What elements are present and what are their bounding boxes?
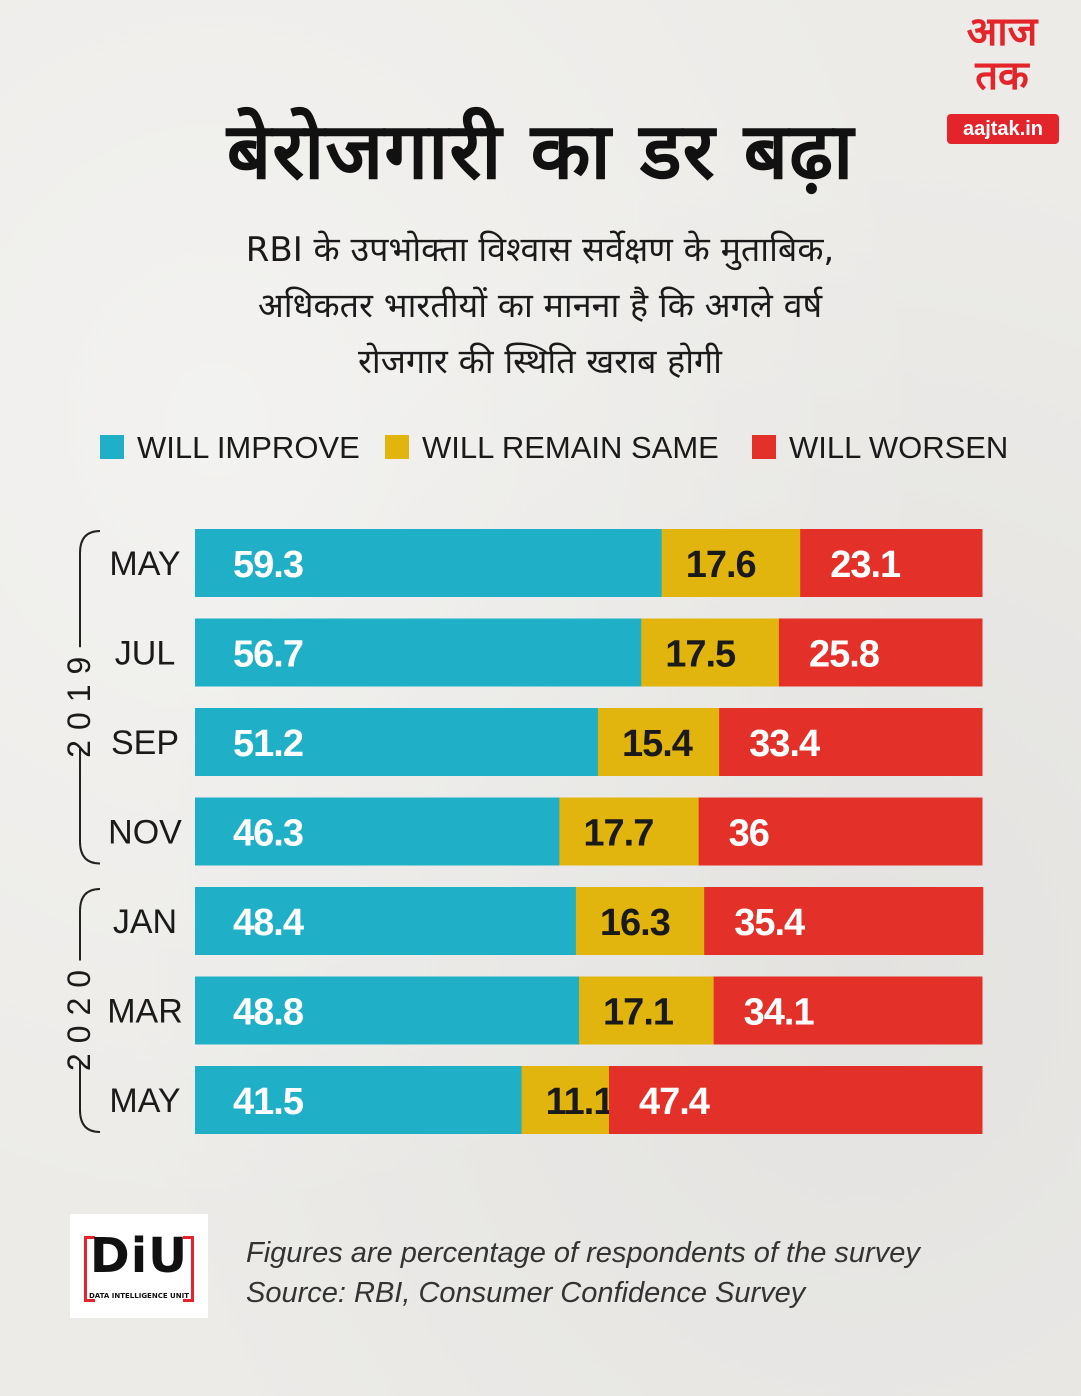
legend-item-worsen: WILL WORSEN bbox=[752, 428, 1008, 468]
subtitle-line: RBI के उपभोक्ता विश्वास सर्वेक्षण के मुत… bbox=[245, 230, 835, 270]
legend-swatch bbox=[752, 434, 776, 459]
year-bracket bbox=[79, 530, 101, 648]
footnote-source: Source: RBI, Consumer Confidence Survey bbox=[246, 1277, 806, 1309]
data-label: 47.4 bbox=[639, 1081, 710, 1123]
data-label: 17.6 bbox=[686, 544, 756, 586]
data-label: 16.3 bbox=[600, 902, 670, 944]
chart-title: बेरोजगारी का डर बढ़ा bbox=[226, 107, 855, 197]
bar-segment bbox=[713, 976, 983, 1045]
logo-line-2: तक bbox=[975, 53, 1029, 99]
diu-subtext: DATA INTELLIGENCE UNIT bbox=[89, 1292, 189, 1300]
legend-swatch bbox=[100, 434, 124, 459]
category-label: MAY bbox=[109, 1082, 180, 1120]
diu-logo: DiU DATA INTELLIGENCE UNIT bbox=[70, 1214, 208, 1318]
data-label: 36 bbox=[729, 813, 769, 855]
year-label: 2019 bbox=[61, 647, 97, 758]
data-label: 11.1 bbox=[546, 1081, 615, 1123]
diu-bracket-right bbox=[183, 1236, 194, 1302]
legend-item-same: WILL REMAIN SAME bbox=[385, 428, 719, 468]
bar-segment bbox=[778, 618, 983, 687]
bar-segment bbox=[575, 887, 705, 955]
category-label: SEP bbox=[111, 724, 179, 762]
data-label: 25.8 bbox=[809, 634, 879, 676]
data-label: 48.4 bbox=[233, 902, 304, 944]
legend: WILL IMPROVE WILL REMAIN SAME WILL WORSE… bbox=[0, 428, 1081, 468]
legend-label: WILL IMPROVE bbox=[137, 430, 360, 465]
year-bracket bbox=[79, 1060, 101, 1133]
data-label: 17.7 bbox=[583, 813, 653, 855]
data-label: 46.3 bbox=[233, 813, 303, 855]
bar-segment bbox=[608, 1066, 983, 1134]
diu-bracket-left bbox=[84, 1236, 95, 1302]
year-bracket bbox=[79, 747, 101, 865]
bar-segment bbox=[719, 708, 983, 776]
bar-segment bbox=[195, 708, 599, 776]
diu-text: DiU bbox=[89, 1228, 189, 1284]
subtitle-line: अधिकतर भारतीयों का मानना है कि अगले वर्ष bbox=[257, 286, 823, 326]
category-label: JUL bbox=[115, 635, 175, 673]
data-label: 35.4 bbox=[734, 902, 805, 944]
data-label: 41.5 bbox=[233, 1081, 304, 1123]
legend-label: WILL WORSEN bbox=[789, 430, 1009, 465]
data-label: 15.4 bbox=[622, 723, 693, 765]
data-label: 34.1 bbox=[744, 992, 815, 1034]
category-label: MAR bbox=[107, 993, 183, 1031]
year-bracket bbox=[79, 888, 101, 961]
data-label: 56.7 bbox=[233, 634, 303, 676]
aajtak-logo[interactable]: आज तक aajtak.in bbox=[937, 10, 1067, 144]
subtitle-line: रोजगार की स्थिति खराब होगी bbox=[358, 342, 722, 382]
data-label: 48.8 bbox=[233, 992, 303, 1034]
legend-swatch bbox=[385, 434, 409, 459]
bar-segment bbox=[641, 618, 780, 687]
year-label: 2020 bbox=[61, 960, 97, 1071]
bar-segment bbox=[195, 529, 663, 597]
bar-segment bbox=[195, 1066, 523, 1134]
bar-segment bbox=[195, 887, 577, 955]
bar-segment bbox=[521, 1066, 610, 1134]
logo-line-1: आज bbox=[966, 9, 1038, 55]
category-label: JAN bbox=[113, 903, 177, 941]
bar-segment bbox=[704, 887, 984, 955]
data-label: 51.2 bbox=[233, 723, 303, 765]
category-label: NOV bbox=[108, 814, 182, 852]
logo-wordmark: आज तक bbox=[937, 10, 1067, 110]
footnote-figures: Figures are percentage of respondents of… bbox=[246, 1237, 920, 1269]
bar-segment bbox=[579, 976, 715, 1045]
data-label: 59.3 bbox=[233, 544, 303, 586]
footnotes: Figures are percentage of respondents of… bbox=[246, 1233, 1026, 1313]
bar-segment bbox=[195, 618, 642, 687]
bar-segment bbox=[597, 708, 720, 776]
bar-segment bbox=[195, 976, 580, 1045]
bar-segment bbox=[661, 529, 801, 597]
bar-segment bbox=[698, 797, 983, 866]
data-label: 33.4 bbox=[749, 723, 820, 765]
logo-url: aajtak.in bbox=[947, 114, 1059, 144]
category-label: MAY bbox=[109, 545, 180, 583]
data-label: 17.5 bbox=[665, 634, 736, 676]
data-label: 23.1 bbox=[830, 544, 901, 586]
chart-subtitle: RBI के उपभोक्ता विश्वास सर्वेक्षण के मुत… bbox=[90, 222, 990, 390]
bar-segment bbox=[800, 529, 983, 597]
bar-segment bbox=[559, 797, 700, 866]
bar-segment bbox=[195, 797, 560, 866]
legend-label: WILL REMAIN SAME bbox=[422, 430, 719, 465]
data-label: 17.1 bbox=[603, 992, 674, 1034]
legend-item-improve: WILL IMPROVE bbox=[100, 428, 360, 468]
